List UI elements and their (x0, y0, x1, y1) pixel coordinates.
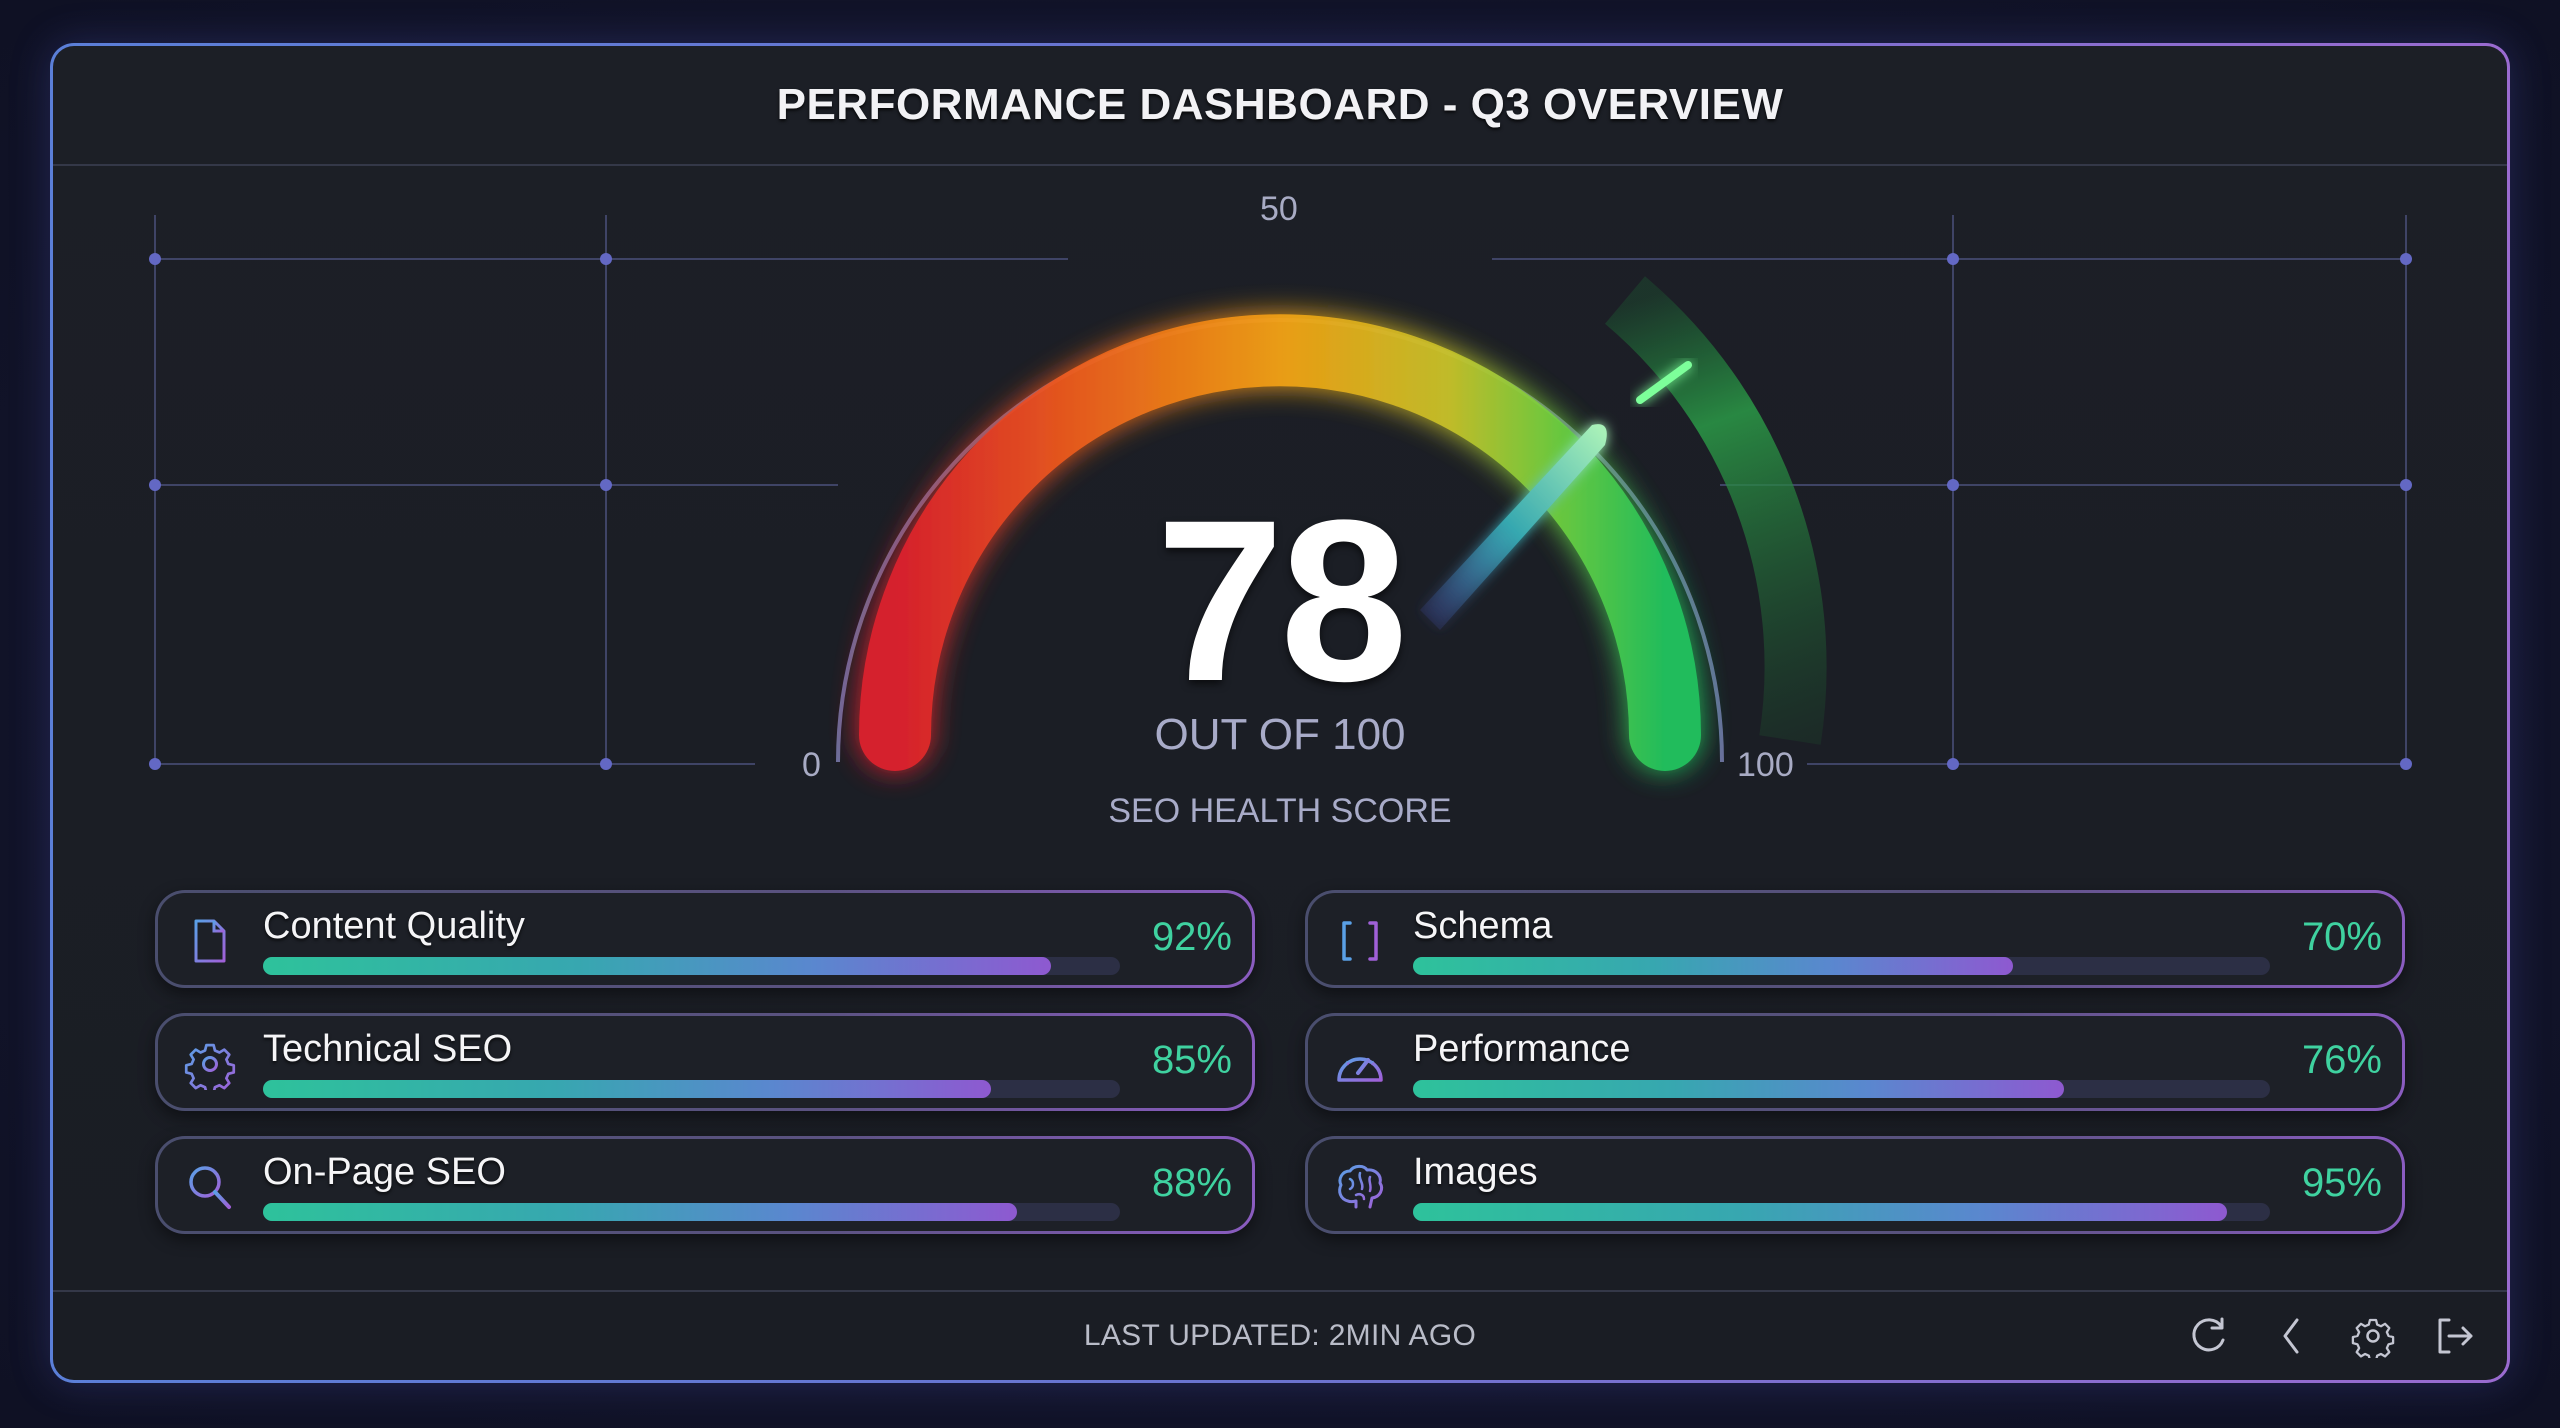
metric-card-images[interactable]: Images 95% (1305, 1136, 2405, 1234)
gauge-title: SEO HEALTH SCORE (1108, 792, 1452, 830)
settings-button[interactable] (2351, 1314, 2395, 1358)
settings-icon (2351, 1318, 2395, 1358)
page-title: PERFORMANCE DASHBOARD - Q3 OVERVIEW (776, 80, 1784, 129)
metric-value: 88% (1151, 1161, 1232, 1205)
chevron-left-icon (2283, 1318, 2299, 1354)
progress-fill (263, 1203, 1018, 1221)
progress-track (263, 1203, 1120, 1221)
progress-fill (263, 957, 1052, 975)
gear-icon (184, 1043, 236, 1090)
gauge-tick-0: 0 (802, 746, 821, 784)
metric-label: Schema (1413, 905, 1553, 947)
metric-label: Technical SEO (263, 1028, 513, 1070)
document-icon (194, 919, 226, 963)
progress-track (263, 1080, 1120, 1098)
metric-card-schema[interactable]: Schema 70% (1305, 890, 2405, 988)
dashboard-frame: PERFORMANCE DASHBOARD - Q3 OVERVIEW (50, 43, 2510, 1383)
metric-card-technical-seo[interactable]: Technical SEO 85% (155, 1013, 1255, 1111)
progress-fill (1413, 1080, 2065, 1098)
background-grid (149, 215, 2412, 770)
metric-label: Images (1413, 1151, 1538, 1193)
metric-value: 85% (1151, 1038, 1232, 1082)
progress-fill (263, 1080, 992, 1098)
refresh-icon (2192, 1317, 2225, 1352)
metric-label: Content Quality (263, 905, 525, 947)
header: PERFORMANCE DASHBOARD - Q3 OVERVIEW (53, 46, 2507, 166)
brackets-icon (1342, 921, 1378, 961)
footer: LAST UPDATED: 2MIN AGO (53, 1290, 2507, 1380)
progress-track (1413, 1080, 2270, 1098)
logout-button[interactable] (2433, 1314, 2477, 1358)
metric-value: 95% (2301, 1161, 2382, 1205)
dashboard-card: PERFORMANCE DASHBOARD - Q3 OVERVIEW (53, 46, 2507, 1380)
seo-gauge (836, 276, 1827, 771)
progress-fill (1413, 957, 2013, 975)
speedometer-icon (1337, 1052, 1383, 1082)
back-button[interactable] (2269, 1314, 2313, 1358)
metric-label: On-Page SEO (263, 1151, 506, 1193)
gauge-tick-50: 50 (1260, 190, 1298, 228)
brain-icon (1338, 1164, 1384, 1209)
gauge-tick-100: 100 (1737, 746, 1794, 784)
score-out-of: OUT OF 100 (1154, 710, 1406, 759)
last-updated: LAST UPDATED: 2MIN AGO (1083, 1319, 1477, 1352)
metric-card-performance[interactable]: Performance 76% (1305, 1013, 2405, 1111)
progress-track (1413, 957, 2270, 975)
metric-value: 76% (2301, 1038, 2382, 1082)
metric-value: 92% (1151, 915, 1232, 959)
progress-fill (1413, 1203, 2228, 1221)
metric-card-content-quality[interactable]: Content Quality 92% (155, 890, 1255, 988)
metric-value: 70% (2301, 915, 2382, 959)
metric-card-on-page-seo[interactable]: On-Page SEO 88% (155, 1136, 1255, 1234)
footer-toolbar (2187, 1292, 2477, 1380)
progress-track (1413, 1203, 2270, 1221)
logout-icon (2438, 1318, 2473, 1354)
metric-label: Performance (1413, 1028, 1631, 1070)
progress-track (263, 957, 1120, 975)
refresh-button[interactable] (2187, 1314, 2231, 1358)
score-value: 78 (1156, 472, 1408, 729)
search-icon (189, 1166, 231, 1209)
